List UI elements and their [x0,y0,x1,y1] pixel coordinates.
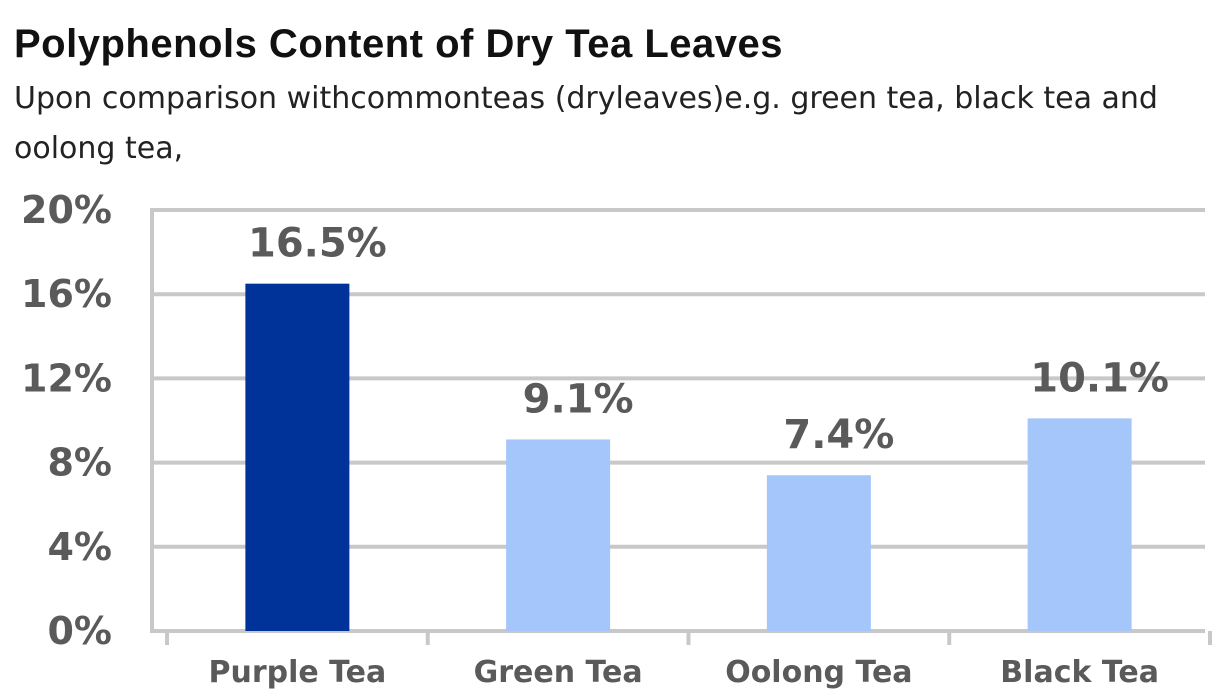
data-label: 9.1% [523,376,634,422]
data-label: 7.4% [783,412,894,458]
y-tick-label: 16% [21,272,112,316]
bar [766,475,871,631]
data-label: 16.5% [248,221,387,267]
bars [245,283,1132,631]
bar [1027,418,1132,631]
labels: 16.5% Purple Tea 9.1% Green Tea 7.4% Oolong T… [208,221,1169,690]
x-tick-label: Green Tea [474,655,643,690]
data-label: 10.1% [1030,355,1169,401]
x-tick-label: Black Tea [1000,655,1159,690]
y-tick-label: 0% [47,609,112,653]
x-tick-label: Oolong Tea [725,655,912,690]
y-tick-label: 8% [47,441,112,485]
chart-subtitle: Upon comparison withcommonteas (dryleave… [14,81,1158,166]
x-tick-label: Purple Tea [208,655,386,690]
y-tick-label: 12% [21,356,112,400]
bar [506,439,611,631]
chart-title: Polyphenols Content of Dry Tea Leaves [14,22,784,66]
y-tick-label: 4% [47,525,112,569]
y-tick-label: 20% [21,188,112,232]
axes: 0% 4% 8% 12% 16% 20% [21,188,1212,653]
bar [245,283,350,631]
